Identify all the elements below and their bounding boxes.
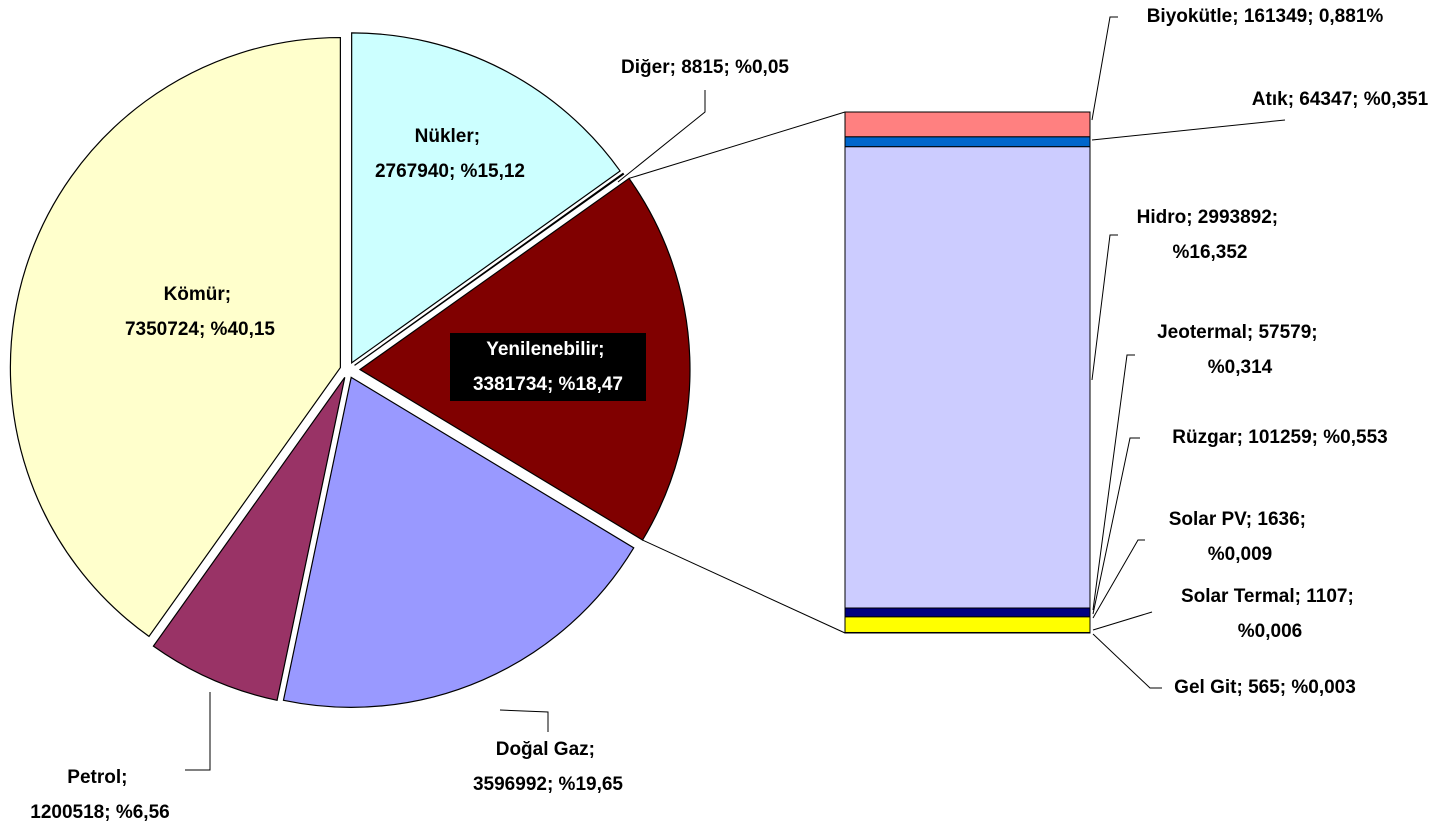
data-label: Rüzgar; 101259; %0,553 (1172, 427, 1387, 448)
pie-slice (354, 172, 625, 366)
data-label: Yenilenebilir; 3381734; %18,47 (473, 339, 623, 395)
data-label: Hidro; 2993892; %16,352 (1137, 207, 1284, 263)
data-label: Petrol; 1200518; %6,56 (30, 767, 169, 823)
bar-segment (844, 111, 1091, 138)
pie-slice (9, 36, 341, 638)
leader-line (1091, 16, 1118, 121)
pie-slice (152, 376, 346, 702)
bar-segment (844, 136, 1091, 148)
leader-line (1092, 633, 1162, 689)
connector-line (642, 539, 846, 634)
pie-slice (282, 376, 635, 708)
data-label: Solar Termal; 1107; %0,006 (1181, 586, 1359, 642)
data-label: Solar PV; 1636; %0,009 (1169, 509, 1312, 565)
data-label: Kömür; 7350724; %40,15 (125, 284, 275, 340)
connector-line (628, 111, 846, 179)
leader-line (185, 692, 211, 771)
leader-line (1092, 354, 1135, 611)
data-label: Biyokütle; 161349; 0,881% (1147, 6, 1384, 27)
leader-line (1091, 119, 1286, 141)
leader-line (1092, 539, 1145, 619)
data-label: Jeotermal; 57579; %0,314 (1157, 322, 1323, 378)
leader-line (1092, 437, 1140, 615)
label-background (450, 333, 646, 401)
data-label: Diğer; 8815; %0,05 (621, 57, 789, 78)
leader-line (617, 90, 706, 183)
leader-line (1092, 611, 1153, 631)
bar-segment (844, 146, 1091, 609)
leader-lines (185, 16, 1286, 771)
bar-segment (844, 616, 1091, 633)
data-label: Nükler; 2767940; %15,12 (375, 126, 525, 182)
data-label: Atık; 64347; %0,351 (1252, 89, 1429, 110)
pie-slice (351, 32, 621, 365)
leader-line (499, 709, 549, 732)
data-label: Gel Git; 565; %0,003 (1174, 677, 1356, 698)
leader-line (1091, 234, 1118, 381)
data-label: Doğal Gaz; 3596992; %19,65 (473, 739, 623, 795)
bar-segment (844, 607, 1091, 618)
